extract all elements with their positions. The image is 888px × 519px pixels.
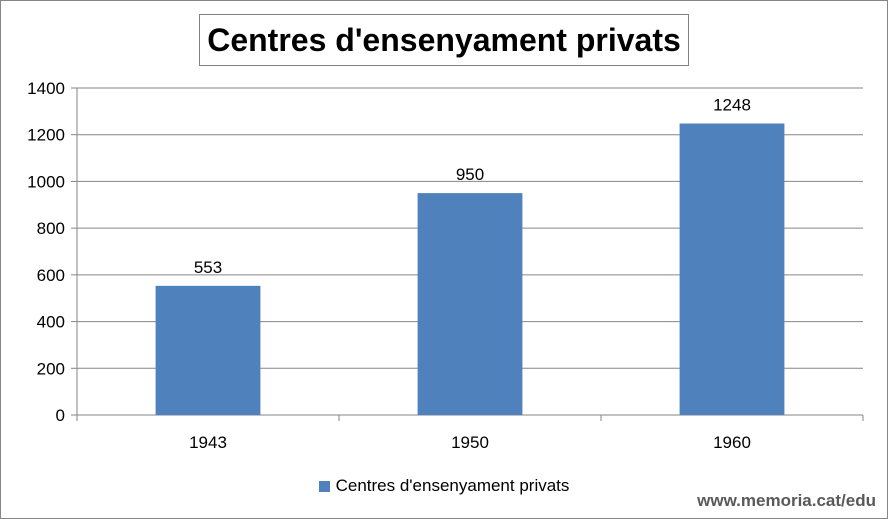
y-tick-label: 1000 (27, 172, 65, 191)
bar (417, 193, 523, 415)
bar (679, 123, 785, 415)
y-tick-label: 1200 (27, 126, 65, 145)
y-tick-label: 400 (37, 313, 65, 332)
y-tick-label: 0 (56, 406, 65, 425)
y-tick-label: 1400 (27, 79, 65, 98)
y-tick-label: 800 (37, 219, 65, 238)
data-label: 950 (456, 165, 484, 184)
y-tick-label: 600 (37, 266, 65, 285)
x-tick-label: 1950 (451, 433, 489, 452)
x-tick-label: 1943 (189, 433, 227, 452)
legend: Centres d'ensenyament privats (0, 476, 888, 496)
bar (155, 285, 261, 415)
legend-swatch (318, 480, 330, 492)
legend-label: Centres d'ensenyament privats (335, 476, 570, 495)
y-tick-label: 200 (37, 359, 65, 378)
x-tick-label: 1960 (713, 433, 751, 452)
data-label: 1248 (713, 96, 751, 115)
watermark-text: www.memoria.cat/edu (697, 491, 876, 510)
chart-title: Centres d'ensenyament privats (199, 14, 689, 66)
data-label: 553 (194, 258, 222, 277)
